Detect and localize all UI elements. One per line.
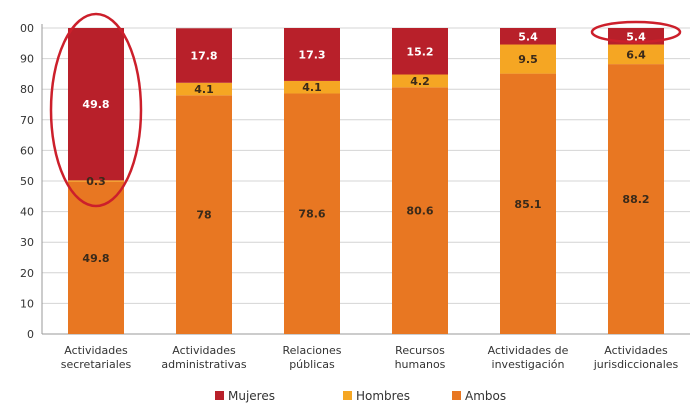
bars: [68, 28, 664, 335]
data-label: 9.5: [518, 53, 538, 66]
bar-segment-hombres: [608, 44, 664, 65]
legend-item-hombres: Hombres: [343, 389, 410, 403]
bar-segment-ambos: [392, 87, 448, 334]
data-label: 6.4: [626, 48, 646, 61]
data-label: 85.1: [514, 198, 541, 211]
x-tick-label: humanos: [395, 358, 446, 371]
bar-segment-ambos: [176, 95, 232, 334]
data-label: 0.3: [86, 175, 106, 188]
highlight-ellipse: [49, 12, 143, 208]
bar-segment-mujeres: [500, 28, 556, 45]
bar-segment-hombres: [284, 80, 340, 94]
data-label: 17.3: [298, 48, 325, 61]
bar-segment-mujeres: [176, 28, 232, 83]
y-tick-label: 90: [20, 53, 34, 66]
data-labels: 49.8 0.3 49.8 78 4.1 17.8 78.6 4.1 17.3 80.6 4.2 15…: [82, 30, 649, 265]
y-tick-label: 50: [20, 175, 34, 188]
data-label: 4.1: [194, 83, 214, 96]
y-tick-label: 60: [20, 144, 34, 157]
bar-segment-ambos: [500, 73, 556, 335]
data-label: 5.4: [626, 30, 646, 43]
legend-item-mujeres: Mujeres: [215, 389, 275, 403]
highlight-ellipse: [590, 20, 682, 44]
y-tick-label: 30: [20, 236, 34, 249]
bar-segment-hombres: [392, 74, 448, 88]
bar-segment-ambos: [284, 93, 340, 334]
gridlines: [42, 27, 690, 335]
data-label: 15.2: [406, 45, 433, 58]
data-label: 17.8: [190, 50, 217, 63]
legend-label: Ambos: [465, 389, 506, 403]
bar-segment-ambos: [608, 64, 664, 334]
y-tick-label: 20: [20, 267, 34, 280]
highlight-ellipses: [49, 12, 682, 208]
data-label: 4.1: [302, 81, 322, 94]
bar-segment-mujeres: [284, 28, 340, 81]
y-tick-label: 80: [20, 83, 34, 96]
legend-label: Hombres: [356, 389, 410, 403]
y-tick-label: 0: [27, 328, 34, 341]
x-tick-label: Actividades: [172, 344, 236, 357]
legend: Mujeres Hombres Ambos: [215, 389, 506, 403]
data-label: 80.6: [406, 205, 433, 218]
legend-swatch: [215, 391, 224, 400]
y-tick-label: 10: [20, 297, 34, 310]
y-tick-label: 40: [20, 206, 34, 219]
bar-segment-mujeres: [392, 28, 448, 75]
y-tick-label: 70: [20, 114, 34, 127]
bar-segment-mujeres: [68, 28, 124, 181]
x-tick-label: Relaciones: [282, 344, 341, 357]
y-tick-label: 00: [20, 22, 34, 35]
bar-segment-hombres: [176, 82, 232, 96]
x-tick-label: públicas: [289, 358, 335, 371]
legend-swatch: [452, 391, 461, 400]
x-tick-label: jurisdiccionales: [593, 358, 679, 371]
axes: 010203040506070809000Actividadessecretar…: [20, 22, 690, 371]
bar-segment-hombres: [500, 44, 556, 74]
x-tick-label: secretariales: [61, 358, 132, 371]
bar-segment-hombres: [68, 180, 124, 182]
data-label: 49.8: [82, 252, 109, 265]
x-tick-label: investigación: [492, 358, 565, 371]
x-tick-label: Recursos: [395, 344, 445, 357]
legend-label: Mujeres: [228, 389, 275, 403]
x-tick-label: administrativas: [161, 358, 246, 371]
legend-item-ambos: Ambos: [452, 389, 506, 403]
data-label: 78.6: [298, 208, 325, 221]
data-label: 49.8: [82, 98, 109, 111]
data-label: 4.2: [410, 75, 430, 88]
legend-swatch: [343, 391, 352, 400]
data-label: 88.2: [622, 193, 649, 206]
x-tick-label: Actividades: [64, 344, 128, 357]
data-label: 5.4: [518, 30, 538, 43]
x-tick-label: Actividades: [604, 344, 668, 357]
data-label: 78: [196, 209, 211, 222]
x-tick-label: Actividades de: [488, 344, 569, 357]
